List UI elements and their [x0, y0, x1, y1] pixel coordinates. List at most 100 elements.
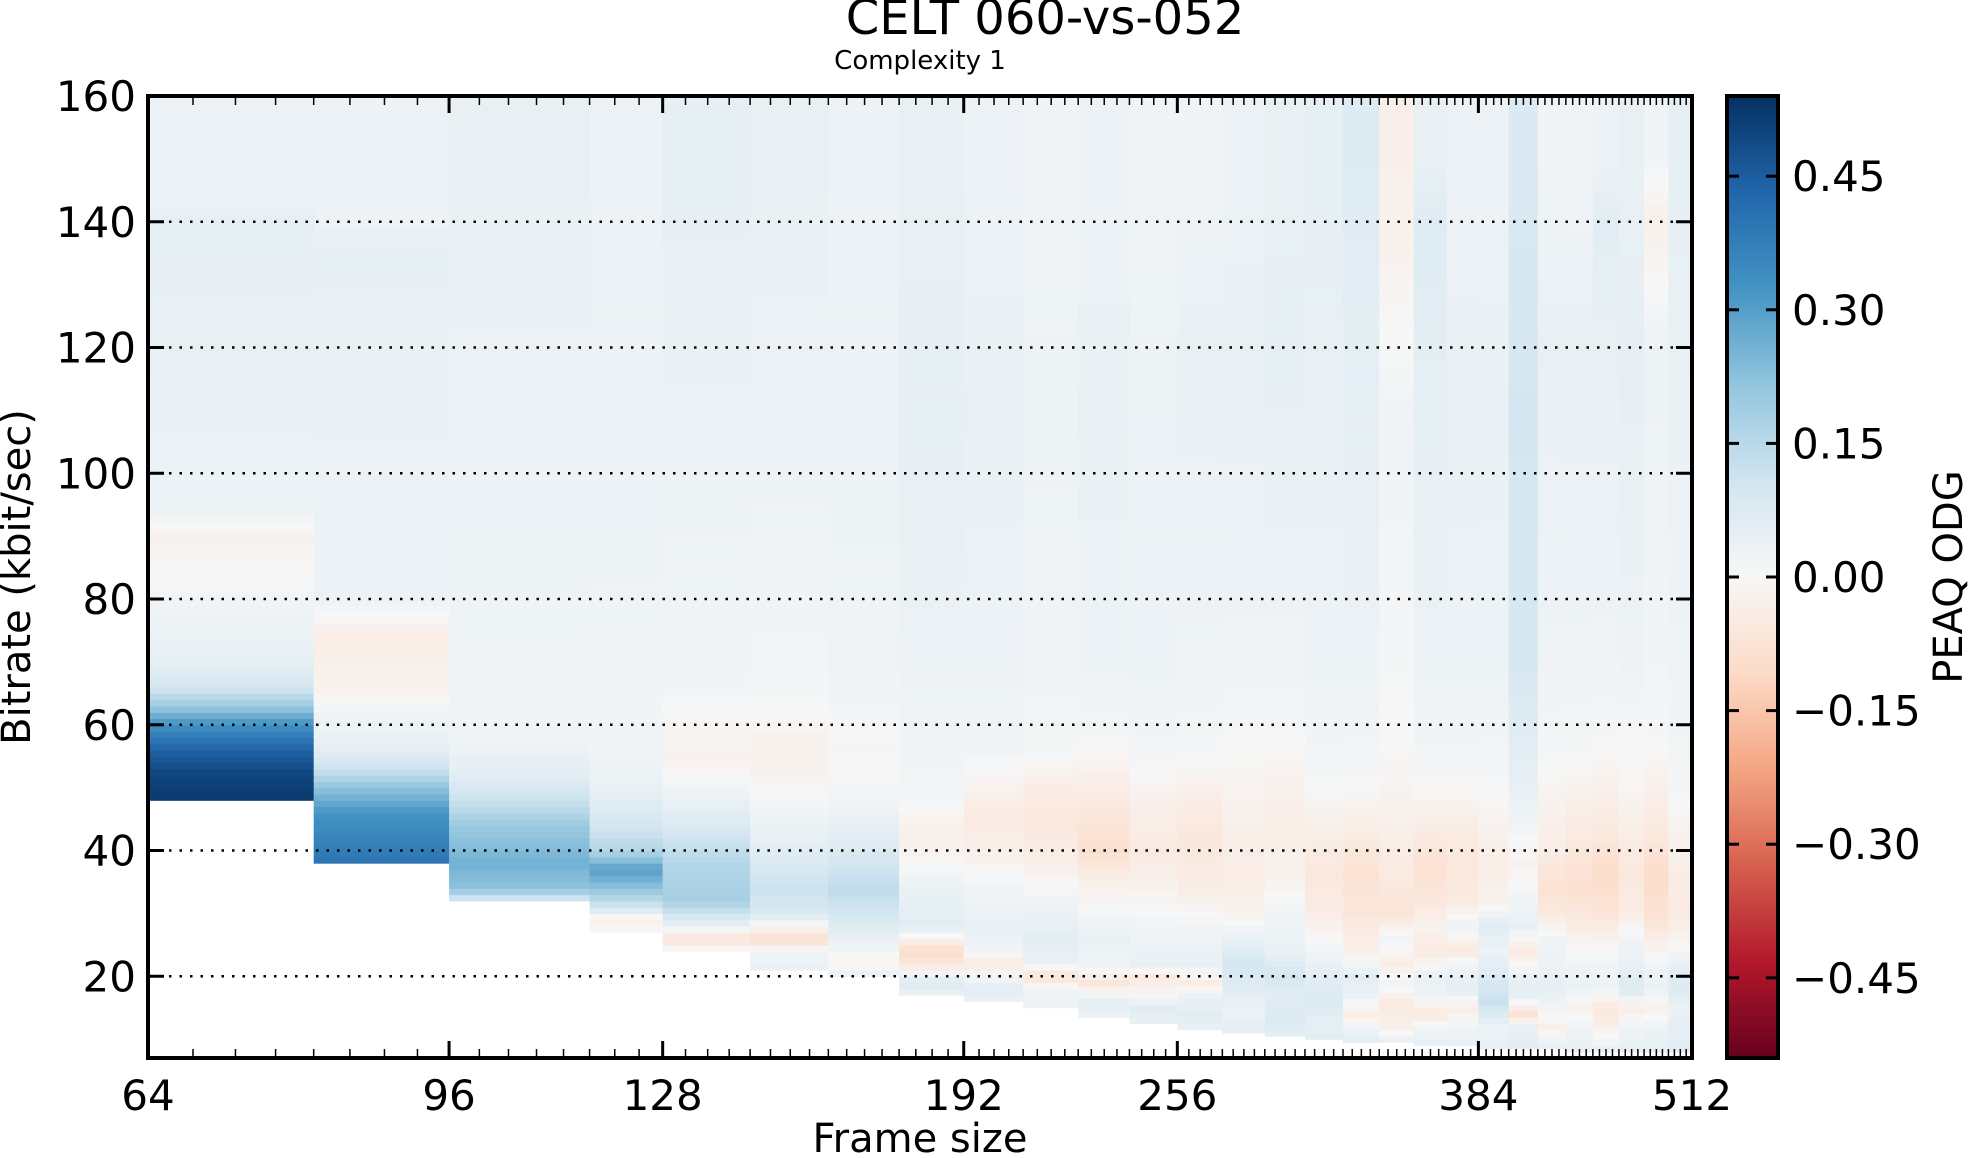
- heatmap-cell: [1264, 1004, 1306, 1012]
- heatmap-cell: [1264, 149, 1306, 157]
- heatmap-cell: [1343, 212, 1380, 220]
- heatmap-cell: [750, 234, 829, 242]
- heatmap-cell: [1592, 693, 1620, 701]
- heatmap-cell: [1592, 976, 1620, 984]
- heatmap-cell: [1592, 781, 1620, 789]
- heatmap-cell: [313, 297, 450, 305]
- heatmap-cell: [1379, 438, 1415, 446]
- heatmap-cell: [1478, 746, 1510, 754]
- heatmap-cell: [1304, 108, 1344, 116]
- heatmap-cell: [828, 473, 900, 481]
- heatmap-cell: [1446, 259, 1479, 267]
- heatmap-cell: [1413, 831, 1448, 839]
- heatmap-cell: [1644, 963, 1670, 971]
- heatmap-cell: [449, 334, 591, 342]
- heatmap-cell: [828, 925, 900, 933]
- heatmap-cell: [1222, 554, 1266, 562]
- heatmap-cell: [1023, 529, 1079, 537]
- heatmap-cell: [313, 448, 450, 455]
- heatmap-cell: [449, 441, 591, 449]
- heatmap-cell: [1537, 916, 1567, 924]
- heatmap-cell: [1508, 545, 1539, 553]
- heatmap-cell: [662, 165, 751, 173]
- heatmap-cell: [1478, 803, 1510, 811]
- heatmap-cell: [1592, 133, 1620, 141]
- heatmap-cell: [1304, 932, 1344, 940]
- heatmap-cell: [1618, 385, 1645, 393]
- heatmap-cell: [899, 825, 965, 833]
- heatmap-cell: [899, 523, 965, 531]
- heatmap-cell: [1668, 404, 1693, 411]
- heatmap-cell: [963, 498, 1024, 506]
- heatmap-cell: [1478, 715, 1510, 723]
- heatmap-cell: [1264, 124, 1306, 132]
- heatmap-cell: [1644, 768, 1670, 776]
- heatmap-cell: [1565, 831, 1594, 839]
- heatmap-cell: [1618, 184, 1645, 191]
- heatmap-cell: [1446, 775, 1479, 782]
- heatmap-cell: [1537, 790, 1567, 798]
- heatmap-cell: [1379, 470, 1415, 477]
- heatmap-cell: [750, 108, 829, 116]
- heatmap-cell: [1023, 580, 1079, 588]
- heatmap-cell: [1129, 476, 1178, 484]
- heatmap-cell: [1565, 473, 1594, 481]
- heatmap-cell: [1592, 360, 1620, 367]
- heatmap-cell: [1478, 966, 1510, 974]
- heatmap-cell: [1264, 646, 1306, 654]
- heatmap-cell: [148, 454, 315, 462]
- heatmap-cell: [148, 228, 315, 235]
- heatmap-cell: [1264, 973, 1306, 981]
- heatmap-cell: [1446, 661, 1479, 669]
- heatmap-cell: [1413, 787, 1448, 795]
- heatmap-cell: [1304, 850, 1344, 858]
- heatmap-cell: [899, 429, 965, 437]
- heatmap-cell: [828, 504, 900, 512]
- heatmap-cell: [899, 479, 965, 487]
- heatmap-cell: [828, 322, 900, 330]
- heatmap-cell: [662, 108, 751, 116]
- heatmap-cell: [1023, 309, 1079, 317]
- heatmap-cell: [1565, 184, 1594, 191]
- heatmap-cell: [589, 517, 664, 525]
- heatmap-cell: [1668, 812, 1693, 820]
- heatmap-cell: [1177, 1017, 1223, 1025]
- heatmap-cell: [1618, 372, 1645, 380]
- heatmap-cell: [1592, 454, 1620, 462]
- heatmap-cell: [1537, 690, 1567, 698]
- heatmap-cell: [750, 485, 829, 493]
- heatmap-cell: [899, 529, 965, 537]
- heatmap-cell: [1508, 866, 1539, 874]
- heatmap-cell: [589, 768, 664, 776]
- heatmap-cell: [1478, 294, 1510, 301]
- heatmap-cell: [148, 114, 315, 122]
- heatmap-cell: [1413, 165, 1448, 173]
- heatmap-cell: [828, 272, 900, 279]
- heatmap-cell: [1222, 951, 1266, 958]
- heatmap-cell: [1264, 281, 1306, 289]
- heatmap-cell: [750, 567, 829, 575]
- heatmap-cell: [1078, 910, 1131, 918]
- heatmap-cell: [1446, 793, 1479, 801]
- heatmap-cell: [963, 372, 1024, 380]
- heatmap-cell: [1537, 105, 1567, 113]
- heatmap-cell: [449, 875, 591, 883]
- heatmap-cell: [1618, 121, 1645, 129]
- heatmap-cell: [1078, 187, 1131, 195]
- heatmap-cell: [1304, 309, 1344, 317]
- heatmap-cell: [1592, 668, 1620, 676]
- heatmap-cell: [1668, 529, 1693, 537]
- heatmap-cell: [1478, 262, 1510, 270]
- heatmap-cell: [899, 542, 965, 550]
- heatmap-cell: [1264, 822, 1306, 830]
- heatmap-cell: [1264, 639, 1306, 647]
- heatmap-cell: [1177, 929, 1223, 936]
- heatmap-cell: [1379, 514, 1415, 522]
- heatmap-cell: [963, 284, 1024, 292]
- heatmap-cell: [1222, 454, 1266, 462]
- heatmap-cell: [1592, 743, 1620, 751]
- heatmap-cell: [148, 743, 315, 751]
- heatmap-cell: [1343, 136, 1380, 144]
- heatmap-cell: [313, 140, 450, 147]
- heatmap-cell: [1592, 422, 1620, 430]
